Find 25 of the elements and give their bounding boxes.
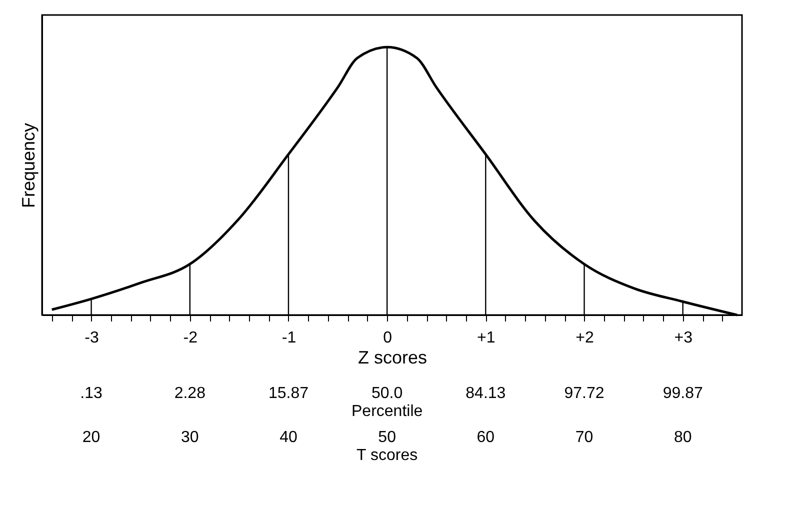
text: T scores bbox=[356, 447, 418, 464]
x-tick-label: 0 bbox=[383, 330, 392, 346]
text: 84.13 bbox=[466, 385, 506, 402]
text: Percentile bbox=[351, 403, 423, 420]
text: 2.28 bbox=[174, 385, 206, 402]
x-tick-label: +2 bbox=[576, 330, 594, 346]
text: 40 bbox=[280, 429, 298, 446]
y-axis-title: Frequency bbox=[18, 122, 38, 208]
x-tick-label: -2 bbox=[183, 330, 198, 346]
x-tick-label: -3 bbox=[84, 330, 100, 346]
x-tick-label: -1 bbox=[282, 330, 296, 346]
text: 60 bbox=[476, 429, 495, 446]
text: 50.0 bbox=[372, 385, 403, 402]
text: 99.87 bbox=[662, 385, 703, 402]
x-tick-label: +3 bbox=[674, 330, 693, 346]
x-axis-title: Z scores bbox=[358, 348, 428, 368]
text: 15.87 bbox=[268, 385, 309, 402]
text: 30 bbox=[180, 429, 199, 446]
x-tick-label: +1 bbox=[477, 330, 496, 346]
text: 20 bbox=[82, 429, 100, 446]
text: 97.72 bbox=[564, 385, 604, 402]
text: 80 bbox=[674, 429, 692, 446]
text: .13 bbox=[80, 385, 103, 402]
text: 50 bbox=[378, 429, 396, 446]
text: 70 bbox=[575, 429, 594, 446]
